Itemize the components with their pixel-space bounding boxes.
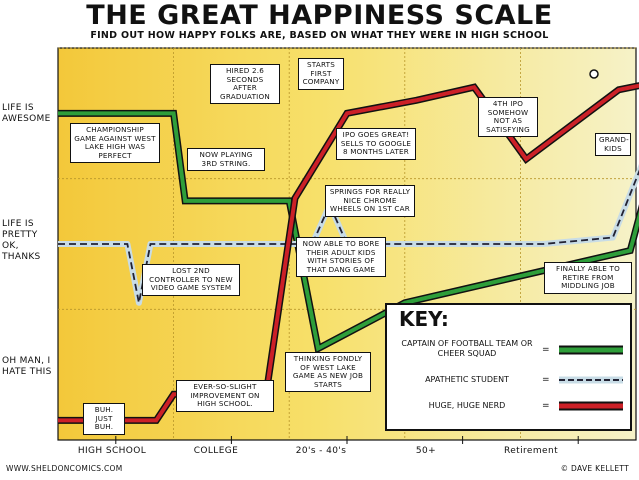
annotation-string: NOW PLAYING 3RD STRING. bbox=[187, 148, 265, 172]
footer-website: WWW.SHELDONCOMICS.COM bbox=[6, 464, 123, 473]
x-label-high-school: HIGH SCHOOL bbox=[77, 446, 147, 456]
annotation-retire: FINALLY ABLE TO RETIRE FROM MIDDLING JOB bbox=[544, 262, 632, 294]
x-label-college: COLLEGE bbox=[193, 446, 239, 456]
key-label-apathetic: APATHETIC STUDENT bbox=[425, 375, 509, 384]
annotation-ipo4: 4TH IPO SOMEHOW NOT AS SATISFYING bbox=[478, 97, 538, 138]
annotation-improvement: EVER-SO-SLIGHT IMPROVEMENT ON HIGH SCHOO… bbox=[176, 380, 274, 412]
x-label-50plus: 50+ bbox=[415, 446, 437, 456]
key-equals-apathetic: = bbox=[542, 375, 550, 385]
annotation-championship: CHAMPIONSHIP GAME AGAINST WEST LAKE HIGH… bbox=[70, 123, 160, 164]
y-label-hate: OH MAN, I HATE THIS bbox=[2, 356, 52, 377]
y-label-awesome: LIFE IS AWESOME bbox=[2, 103, 51, 124]
key-equals-football: = bbox=[542, 345, 550, 355]
annotation-bore: NOW ABLE TO BORE THEIR ADULT KIDS WITH S… bbox=[296, 237, 386, 278]
series-apathetic-line bbox=[58, 169, 639, 303]
annotation-controller: LOST 2ND CONTROLLER TO NEW VIDEO GAME SY… bbox=[142, 264, 240, 296]
annotation-buh: BUH. JUST BUH. bbox=[83, 403, 125, 435]
x-label-20s-40s: 20's - 40's bbox=[295, 446, 347, 456]
footer-credit: © DAVE KELLETT bbox=[560, 464, 629, 473]
chart-subtitle: FIND OUT HOW HAPPY FOLKS ARE, BASED ON W… bbox=[90, 30, 549, 41]
annotation-hired: HIRED 2.6 SECONDS AFTER GRADUATION bbox=[210, 64, 280, 105]
annotation-grandkids: GRAND-KIDS bbox=[595, 133, 631, 157]
x-label-retirement: Retirement bbox=[504, 446, 558, 456]
annotation-springs: SPRINGS FOR REALLY NICE CHROME WHEELS ON… bbox=[325, 185, 415, 217]
annotation-thinking: THINKING FONDLY OF WEST LAKE GAME AS NEW… bbox=[285, 352, 371, 393]
key-label-nerd: HUGE, HUGE NERD bbox=[428, 401, 506, 410]
key-title: KEY: bbox=[399, 307, 449, 331]
series-nerd-line bbox=[58, 83, 639, 423]
key-equals-nerd: = bbox=[542, 401, 550, 411]
grand-kids-endpoint bbox=[589, 69, 599, 79]
y-label-ok: LIFE IS PRETTY OK, THANKS bbox=[2, 219, 41, 262]
key-label-football: CAPTAIN OF FOOTBALL TEAM OR CHEER SQUAD bbox=[401, 339, 533, 358]
chart-title: THE GREAT HAPPINESS SCALE bbox=[86, 0, 553, 31]
annotation-ipo: IPO GOES GREAT! SELLS TO GOOGLE 8 MONTHS… bbox=[336, 128, 416, 160]
annotation-company: STARTS FIRST COMPANY bbox=[298, 58, 344, 90]
legend-key: KEY: CAPTAIN OF FOOTBALL TEAM OR CHEER S… bbox=[385, 303, 632, 431]
